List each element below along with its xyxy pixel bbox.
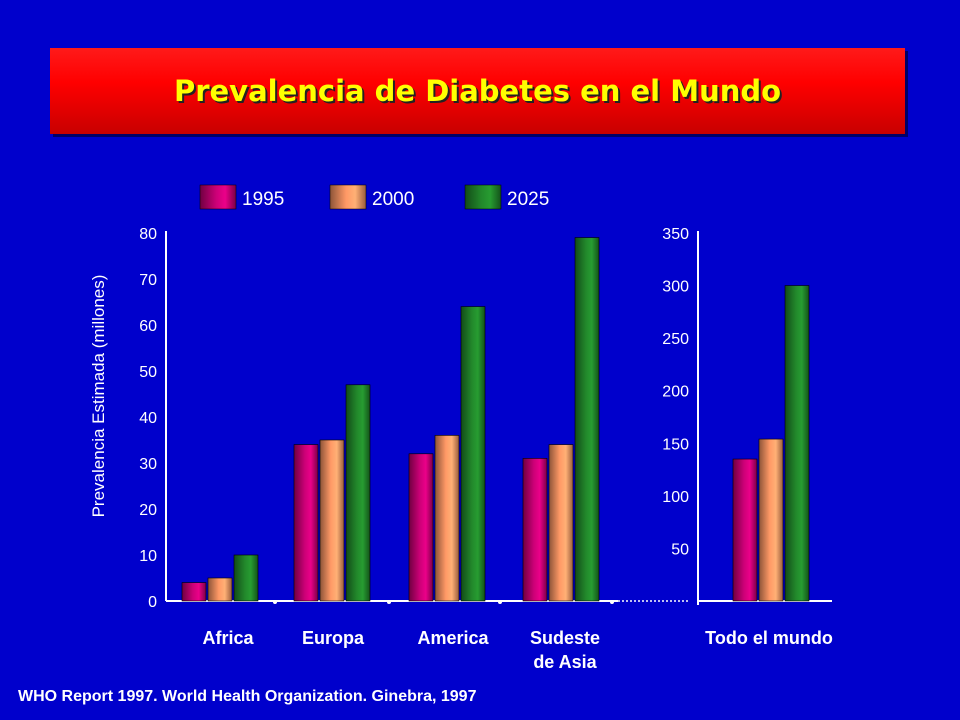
bar-2000-America [434, 435, 460, 602]
x-category-label: de Asia [533, 652, 597, 672]
x-category-label: Africa [202, 628, 254, 648]
category-separator-tick [273, 600, 277, 604]
y-tick-label-right: 350 [662, 226, 689, 243]
bar-1995-Africa [181, 582, 207, 602]
y-tick-label-left: 40 [139, 410, 157, 427]
y-tick-label-left: 0 [148, 594, 157, 611]
bar-2000-Africa [207, 577, 233, 602]
y-tick-label-left: 60 [139, 318, 157, 335]
bar-2025-America [460, 306, 486, 602]
bar-1995-Todo el mundo [732, 458, 758, 602]
y-axis-label: Prevalencia Estimada (millones) [89, 275, 108, 518]
x-category-label: Europa [302, 628, 365, 648]
bar-2000-Sudeste de Asia [548, 444, 574, 602]
category-separator-tick [387, 600, 391, 604]
bar-2000-Todo el mundo [758, 438, 784, 602]
x-category-label: Sudeste [530, 628, 600, 648]
title-banner: Prevalencia de Diabetes en el Mundo [50, 48, 905, 134]
legend-swatch-1995 [199, 184, 237, 210]
category-separator-tick [610, 600, 614, 604]
bar-1995-Europa [293, 444, 319, 602]
legend-label-2000: 2000 [372, 189, 414, 210]
x-category-label: Todo el mundo [705, 628, 833, 648]
legend-swatch-2025 [464, 184, 502, 210]
y-tick-label-right: 200 [662, 384, 689, 401]
x-category-label: America [417, 628, 489, 648]
bar-2025-Africa [233, 554, 259, 602]
y-tick-label-right: 100 [662, 489, 689, 506]
y-tick-label-right: 50 [671, 541, 689, 558]
bar-1995-Sudeste de Asia [522, 458, 548, 602]
y-tick-label-right: 300 [662, 279, 689, 296]
bar-2025-Europa [345, 384, 371, 602]
y-tick-label-left: 70 [139, 272, 157, 289]
chart-title: Prevalencia de Diabetes en el Mundo [173, 74, 782, 108]
y-tick-label-left: 80 [139, 226, 157, 243]
y-tick-label-left: 10 [139, 548, 157, 565]
y-tick-label-left: 30 [139, 456, 157, 473]
legend-label-2025: 2025 [507, 189, 549, 210]
y-tick-label-left: 50 [139, 364, 157, 381]
y-tick-label-left: 20 [139, 502, 157, 519]
legend-label-1995: 1995 [242, 189, 284, 210]
bar-2025-Sudeste de Asia [574, 237, 600, 602]
y-tick-label-right: 250 [662, 331, 689, 348]
source-citation: WHO Report 1997. World Health Organizati… [18, 688, 477, 705]
bar-2025-Todo el mundo [784, 285, 810, 602]
y-tick-label-right: 150 [662, 436, 689, 453]
legend-swatch-2000 [329, 184, 367, 210]
bar-1995-America [408, 453, 434, 602]
bar-2000-Europa [319, 439, 345, 602]
category-separator-tick [498, 600, 502, 604]
